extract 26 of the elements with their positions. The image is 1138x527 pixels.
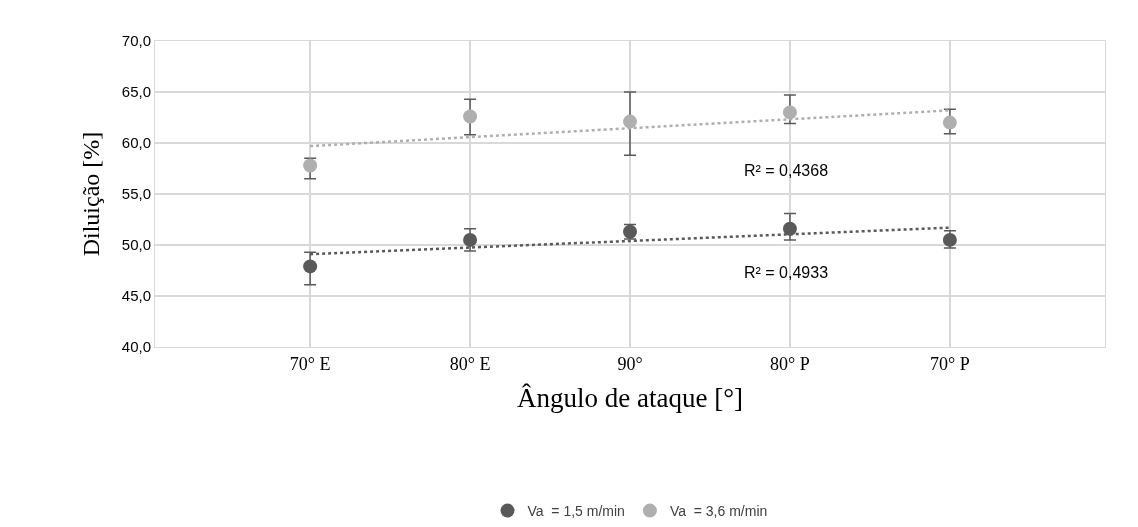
y-axis-title: Diluição [%]	[77, 131, 104, 257]
point	[942, 115, 957, 130]
point	[782, 105, 797, 120]
x-tick-label: 90°	[617, 353, 643, 374]
y-tick-label: 55,0	[121, 185, 151, 203]
y-tick-label: 40,0	[121, 338, 151, 356]
legend-label: Va = 3,6 m/min	[669, 503, 768, 520]
point	[463, 109, 478, 124]
y-tick-label: 65,0	[121, 83, 151, 101]
x-tick-label: 80° E	[449, 353, 491, 374]
y-tick-label: 50,0	[121, 236, 151, 254]
y-tick-label: 45,0	[121, 287, 151, 305]
x-tick-label: 70° E	[289, 353, 331, 374]
point	[782, 221, 797, 236]
point	[303, 259, 318, 274]
y-tick-label: 60,0	[121, 134, 151, 152]
point	[463, 232, 478, 247]
x-tick-label: 70° P	[930, 353, 970, 374]
point	[623, 114, 637, 129]
x-tick-label: 80° P	[770, 353, 810, 374]
y-tick-label: 70,0	[121, 32, 151, 50]
x-axis-title: Ângulo de ataque [°]	[517, 383, 743, 413]
legend-label: Va = 1,5 m/min	[527, 503, 625, 520]
annotation: R² = 0,4933	[744, 264, 829, 281]
annotation: R² = 0,4368	[744, 162, 829, 179]
point	[303, 158, 318, 173]
